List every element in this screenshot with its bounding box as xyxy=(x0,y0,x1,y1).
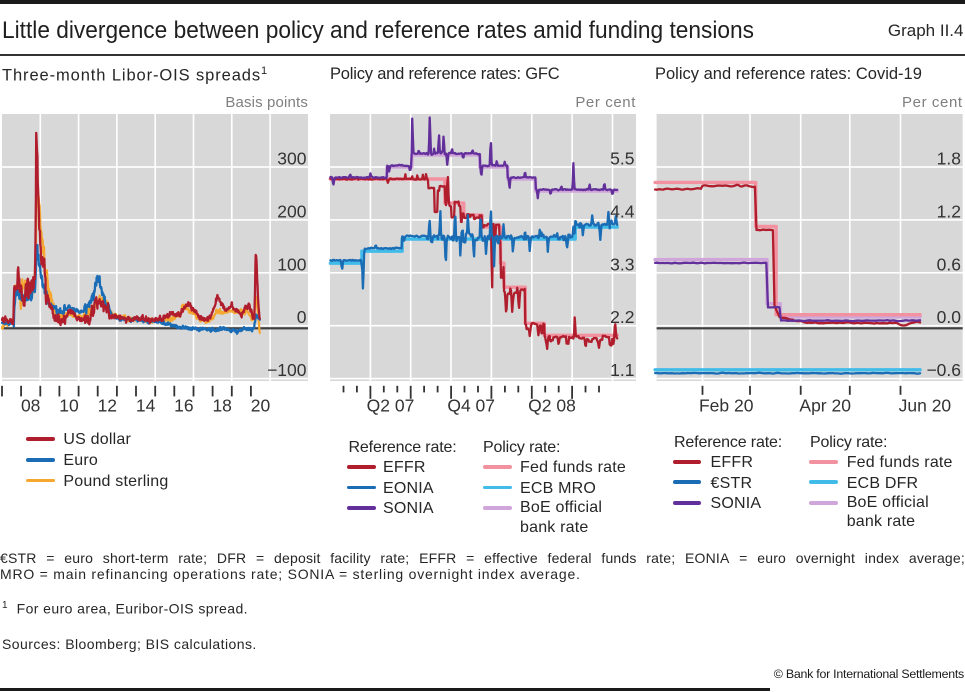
svg-text:−0.6: −0.6 xyxy=(926,360,961,380)
svg-text:Q2 07: Q2 07 xyxy=(367,396,415,416)
svg-text:−100: −100 xyxy=(267,360,307,380)
svg-text:12: 12 xyxy=(98,396,117,416)
svg-text:20: 20 xyxy=(251,396,271,416)
svg-text:14: 14 xyxy=(136,396,156,416)
svg-text:0.6: 0.6 xyxy=(937,254,961,274)
svg-text:10: 10 xyxy=(59,396,79,416)
svg-text:5.5: 5.5 xyxy=(610,149,634,169)
svg-text:Feb 20: Feb 20 xyxy=(699,396,754,416)
svg-text:18: 18 xyxy=(212,396,231,416)
svg-text:08: 08 xyxy=(21,396,40,416)
svg-text:100: 100 xyxy=(277,254,306,274)
svg-text:300: 300 xyxy=(277,149,306,169)
svg-text:Q2 08: Q2 08 xyxy=(528,396,576,416)
svg-text:0.0: 0.0 xyxy=(937,307,962,327)
svg-text:2.2: 2.2 xyxy=(610,307,634,327)
svg-text:0: 0 xyxy=(297,307,307,327)
svg-text:200: 200 xyxy=(277,201,306,221)
svg-text:1.1: 1.1 xyxy=(610,360,634,380)
svg-text:1.2: 1.2 xyxy=(937,201,961,221)
svg-text:Q4 07: Q4 07 xyxy=(447,396,495,416)
svg-text:Jun 20: Jun 20 xyxy=(899,396,952,416)
svg-text:Apr 20: Apr 20 xyxy=(799,396,851,416)
svg-text:4.4: 4.4 xyxy=(610,201,635,221)
svg-text:16: 16 xyxy=(174,396,193,416)
svg-text:3.3: 3.3 xyxy=(610,254,634,274)
svg-text:1.8: 1.8 xyxy=(937,149,961,169)
